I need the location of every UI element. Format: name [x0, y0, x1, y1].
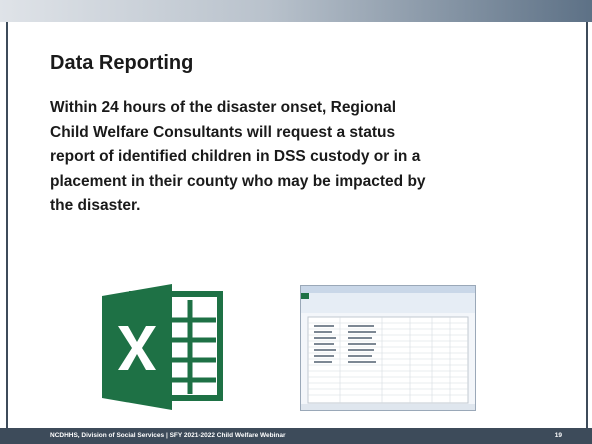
- body-line: Within 24 hours of the disaster onset, R…: [50, 96, 560, 121]
- page-number: 19: [555, 432, 562, 439]
- body-line: Child Welfare Consultants will request a…: [50, 121, 560, 146]
- slide-title: Data Reporting: [50, 52, 193, 75]
- spreadsheet-thumbnail: [300, 285, 476, 411]
- top-bar: [0, 0, 592, 22]
- slide-frame: [6, 22, 588, 428]
- body-line: placement in their county who may be imp…: [50, 170, 560, 195]
- body-line: the disaster.: [50, 194, 560, 219]
- body-line: report of identified children in DSS cus…: [50, 145, 560, 170]
- footer: NCDHHS, Division of Social Services | SF…: [0, 428, 592, 444]
- slide: Data Reporting Within 24 hours of the di…: [0, 0, 592, 444]
- excel-icon: [98, 282, 230, 412]
- slide-body: Within 24 hours of the disaster onset, R…: [50, 96, 560, 219]
- footer-text: NCDHHS, Division of Social Services | SF…: [50, 432, 286, 439]
